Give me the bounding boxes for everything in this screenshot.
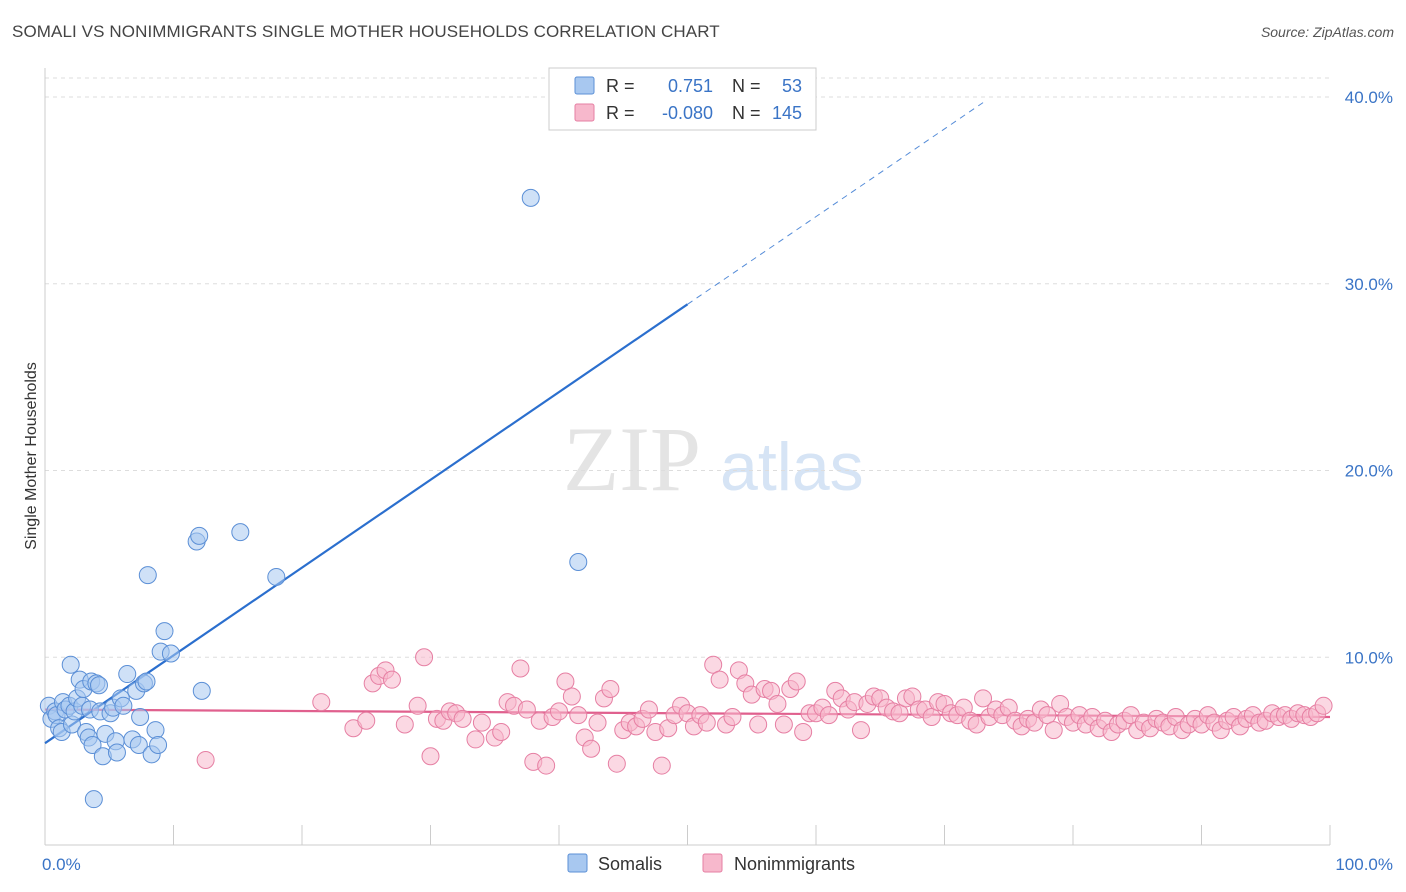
- somali-point: [138, 566, 157, 585]
- nonimmigrant-point: [511, 659, 530, 678]
- x-tick-label: 100.0%: [1335, 855, 1393, 874]
- nonimmigrant-point: [537, 756, 556, 775]
- nonimmigrant-point: [794, 722, 813, 741]
- somali-point: [267, 567, 286, 586]
- grid-lines: [45, 77, 1330, 658]
- nonimmigrant-point: [704, 655, 723, 674]
- legend-n-value: 145: [772, 103, 802, 123]
- nonimmigrant-point: [710, 670, 729, 689]
- legend-n-label: N =: [732, 76, 761, 96]
- nonimmigrant-point: [588, 713, 607, 732]
- x-tick-label: 0.0%: [42, 855, 81, 874]
- y-tick-label: 20.0%: [1345, 462, 1393, 481]
- somali-point: [569, 553, 588, 572]
- somali-trend-extension: [687, 102, 984, 305]
- nonimmigrant-point: [395, 715, 414, 734]
- somali-point: [161, 644, 180, 663]
- nonimmigrant-point: [607, 754, 626, 773]
- series-legend: Somalis Nonimmigrants: [567, 853, 855, 874]
- nonimmigrant-point: [357, 711, 376, 730]
- y-tick-label: 40.0%: [1345, 88, 1393, 107]
- nonimmigrant-point: [774, 715, 793, 734]
- nonimmigrant-point: [819, 706, 838, 725]
- watermark-zip: ZIP: [563, 408, 701, 510]
- nonimmigrant-point: [415, 648, 434, 667]
- nonimmigrant-point: [556, 672, 575, 691]
- data-points: [39, 188, 1333, 809]
- somali-point: [190, 526, 209, 545]
- stats-legend: R = 0.751 N = 53 R = -0.080 N = 145: [548, 67, 817, 131]
- nonimmigrant-point: [787, 672, 806, 691]
- somali-point: [107, 743, 126, 762]
- nonimmigrant-point: [562, 687, 581, 706]
- somali-point: [118, 665, 137, 684]
- nonimmigrant-point: [890, 704, 909, 723]
- legend-n-value: 53: [782, 76, 802, 96]
- nonimmigrant-point: [749, 715, 768, 734]
- nonimmigrant-point: [550, 702, 568, 721]
- somali-point: [131, 708, 150, 727]
- legend-r-label: R =: [606, 76, 635, 96]
- somali-point: [521, 188, 540, 207]
- nonimmigrant-point: [569, 706, 588, 725]
- somali-point: [155, 622, 174, 641]
- legend-label-nonimmigrants: Nonimmigrants: [734, 854, 855, 874]
- nonimmigrant-point: [472, 713, 491, 732]
- nonimmigrant-point: [601, 679, 620, 698]
- nonimmigrant-point: [492, 722, 511, 741]
- nonimmigrant-point: [723, 708, 742, 727]
- somali-point: [146, 721, 165, 740]
- nonimmigrant-point: [1314, 696, 1333, 715]
- nonimmigrant-point: [922, 708, 941, 727]
- somali-point: [129, 736, 148, 755]
- legend-r-value: -0.080: [662, 103, 713, 123]
- nonimmigrant-point: [1044, 721, 1063, 740]
- legend-swatch-somalis: [574, 76, 595, 95]
- legend-swatch-nonimmigrants: [574, 103, 595, 122]
- legend-n-label: N =: [732, 103, 761, 123]
- nonimmigrant-point: [974, 689, 993, 708]
- somali-point: [137, 672, 156, 691]
- nonimmigrant-point: [453, 709, 472, 728]
- y-tick-label: 10.0%: [1345, 648, 1393, 667]
- nonimmigrant-point: [851, 721, 870, 740]
- somali-point: [114, 696, 133, 715]
- nonimmigrant-point: [639, 700, 658, 719]
- legend-r-value: 0.751: [668, 76, 713, 96]
- somali-point: [83, 736, 102, 755]
- y-tick-label: 30.0%: [1345, 275, 1393, 294]
- nonimmigrant-point: [312, 693, 331, 712]
- chart-source: Source: ZipAtlas.com: [1260, 24, 1394, 40]
- nonimmigrant-point: [697, 713, 716, 732]
- nonimmigrant-point: [652, 756, 671, 775]
- nonimmigrant-point: [517, 700, 536, 719]
- somali-trend-line: [44, 303, 689, 745]
- legend-r-label: R =: [606, 103, 635, 123]
- somali-point: [84, 790, 103, 809]
- legend-swatch-somalis: [567, 853, 588, 873]
- somali-point: [192, 681, 211, 700]
- legend-label-somalis: Somalis: [598, 854, 662, 874]
- somali-point: [89, 676, 108, 695]
- somali-point: [231, 523, 250, 542]
- somali-point: [149, 736, 168, 755]
- nonimmigrant-point: [582, 739, 601, 758]
- nonimmigrant-point: [466, 730, 485, 749]
- nonimmigrant-point: [768, 694, 787, 713]
- chart-title: SOMALI VS NONIMMIGRANTS SINGLE MOTHER HO…: [12, 22, 720, 41]
- nonimmigrant-point: [1038, 706, 1057, 725]
- nonimmigrant-point: [408, 696, 427, 715]
- watermark-atlas: atlas: [720, 429, 864, 505]
- nonimmigrant-point: [382, 670, 401, 689]
- somali-point: [61, 655, 80, 674]
- y-axis-label: Single Mother Households: [23, 362, 40, 550]
- nonimmigrant-point: [196, 750, 215, 769]
- nonimmigrant-point: [421, 747, 440, 766]
- legend-swatch-nonimmigrants: [702, 853, 723, 873]
